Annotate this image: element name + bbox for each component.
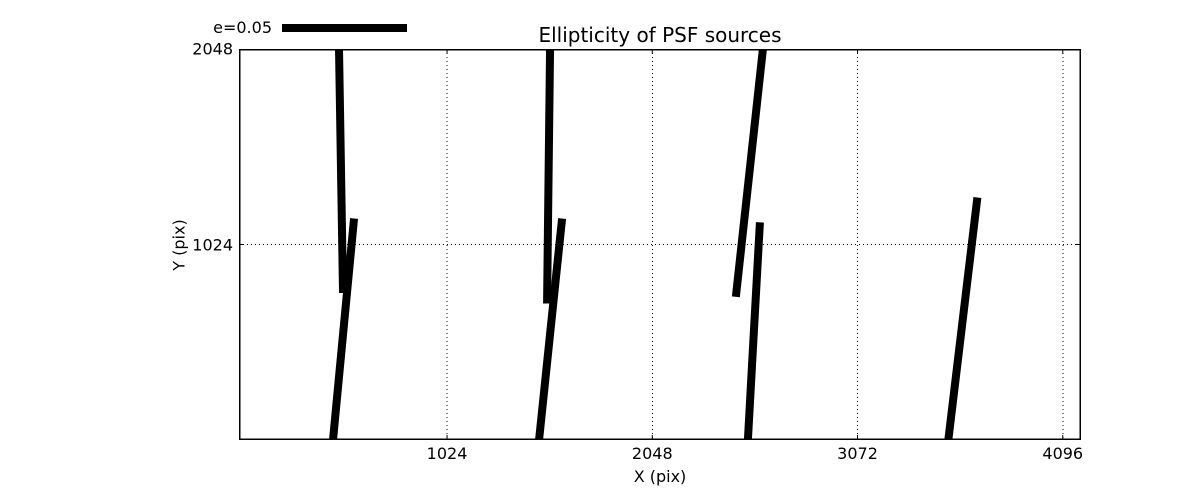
whisker-segment	[335, 49, 348, 294]
x-axis-title: X (pix)	[633, 467, 687, 486]
whisker-segment	[944, 197, 982, 440]
whisker-segment	[329, 218, 359, 440]
x-tick-label: 2048	[631, 444, 673, 463]
plot-area	[239, 49, 1081, 440]
whisker-segment	[543, 49, 555, 304]
whisker-segment	[743, 222, 764, 440]
y-tick-label: 1024	[192, 235, 233, 254]
y-tick-label: 2048	[192, 39, 233, 59]
legend-label: e=0.05	[213, 18, 272, 37]
chart-title: Ellipticity of PSF sources	[538, 23, 782, 47]
whisker-segment	[731, 49, 767, 298]
x-tick-label: 3072	[837, 444, 878, 463]
x-tick-label: 1024	[426, 444, 468, 463]
legend-whisker-sample	[282, 24, 407, 32]
plot-border	[239, 49, 1081, 440]
whisker-segment	[535, 218, 567, 440]
x-tick-label: 4096	[1042, 444, 1084, 463]
y-axis-title: Y (pix)	[169, 219, 189, 271]
